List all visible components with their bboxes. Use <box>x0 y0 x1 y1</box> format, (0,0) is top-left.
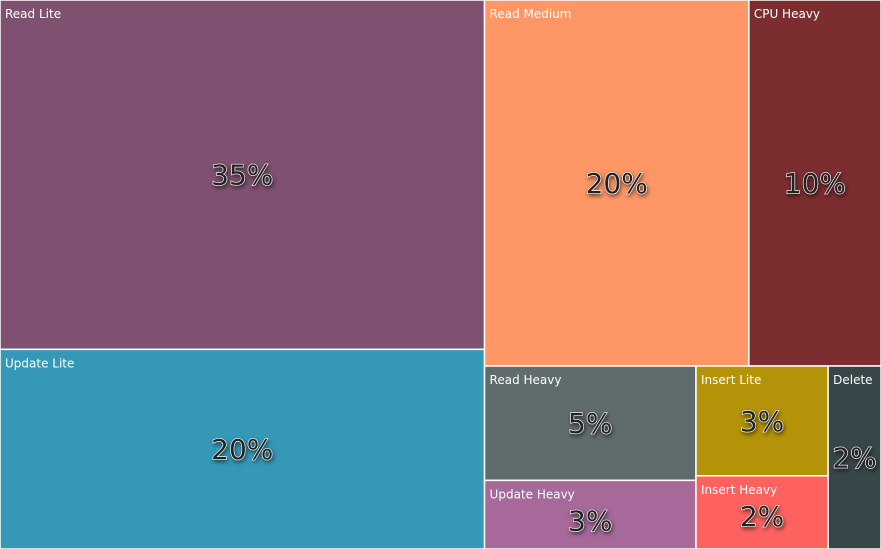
tile-label: Insert Lite <box>701 373 761 387</box>
value-label: 2% <box>832 442 876 475</box>
value-label: 5% <box>568 407 612 440</box>
tile <box>0 348 486 549</box>
tile <box>695 365 829 477</box>
tile <box>827 365 881 549</box>
tile <box>748 0 881 367</box>
value-label: 35% <box>211 159 273 192</box>
tile-label: Update Heavy <box>490 487 575 501</box>
tile <box>695 475 829 549</box>
value-label: 2% <box>740 500 784 533</box>
tile-label: Update Lite <box>5 356 74 370</box>
value-label: 10% <box>784 167 846 200</box>
tile <box>0 0 486 351</box>
tile-label: CPU Heavy <box>754 7 820 21</box>
tile <box>483 365 697 482</box>
value-label: 3% <box>740 405 784 438</box>
tile-label: Read Medium <box>490 7 572 21</box>
tile-label: Insert Heavy <box>701 483 777 497</box>
tile-label: Read Heavy <box>490 373 562 387</box>
value-label: 20% <box>586 167 648 200</box>
tile-label: Delete <box>833 373 872 387</box>
value-label: 20% <box>211 433 273 466</box>
value-label: 3% <box>568 504 612 537</box>
tile-label: Read Lite <box>5 7 61 21</box>
